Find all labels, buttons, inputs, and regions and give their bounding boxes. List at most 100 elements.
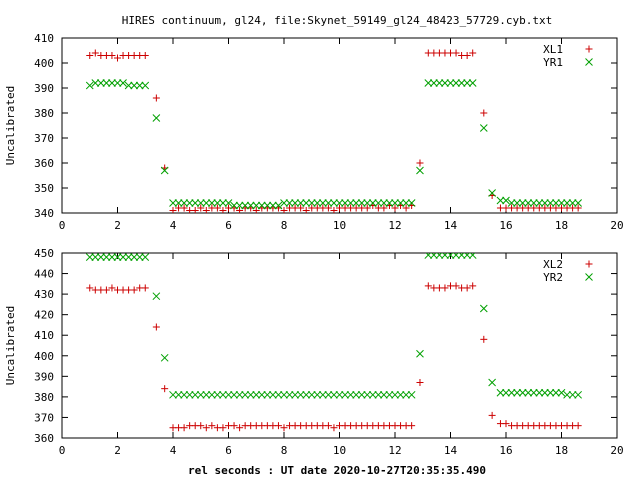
panel-2-series-yr2-point-b (463, 253, 470, 259)
panel-2-series-yr2-point-b (396, 390, 405, 399)
panel-2-series-yr2-point-b (191, 390, 200, 399)
panel-2-data-points (85, 253, 583, 432)
panel-1-series-yr1-point-b (174, 199, 183, 207)
panel-1-series-yr1-point-b (563, 199, 571, 207)
panel-1-series-xl1-point (574, 204, 582, 212)
panel-1-series-xl1-point (141, 52, 149, 59)
panel-2-series-yr2-point (540, 388, 549, 397)
panel-1-series-yr1-point-b (213, 199, 222, 207)
panel-2-series-yr2-point (180, 390, 188, 399)
panel-1-series-yr1-point-b (335, 199, 344, 207)
panel-2-series-yr2-point (124, 253, 133, 261)
panel-2-legend-marker-yr2-b (585, 273, 593, 281)
panel-1-series-yr1-point-b (457, 79, 466, 87)
panel-1-x-tick-label: 0 (59, 219, 66, 232)
panel-2-series-xl2-point (480, 335, 488, 343)
panel-2-series-yr2-point-b (102, 253, 111, 261)
panel-2-series-yr2-point (291, 390, 299, 399)
panel-1-series-xl1-point (416, 159, 424, 167)
panel-1-x-tick-label: 12 (388, 219, 401, 232)
panel-1-series-yr1-point-b (330, 199, 338, 207)
panel-1-series-yr1-point-b (102, 79, 111, 87)
panel-2-series-xl2-point (452, 282, 460, 290)
panel-1-series-yr1-point (479, 124, 488, 132)
panel-1-series-yr1-point-b (429, 79, 438, 87)
panel-2-y-tick-label: 390 (34, 370, 54, 383)
panel-1-series-yr1-point-b (274, 201, 283, 210)
panel-2-series-yr2-point (335, 390, 344, 399)
panel-2-series-yr2-point-b (174, 390, 183, 399)
panel-1-series-yr1-point-b (385, 199, 394, 207)
panel-1-series-yr1-point-b (374, 199, 383, 207)
panel-2-series-yr2-point (346, 390, 355, 399)
panel-2-series-yr2-point-b (330, 390, 338, 399)
panel-2-series-yr2-point-b (357, 390, 366, 399)
panel-2-series-yr2-point (285, 390, 294, 399)
panel-2-series-yr2-point-b (524, 388, 533, 397)
panel-2-series-yr2-point (529, 388, 538, 397)
panel-1-series-yr1-point (441, 79, 449, 87)
panel-1-series-yr1-point-b (296, 199, 305, 207)
panel-1-series-yr1-point-b (546, 199, 555, 207)
panel-2-series-yr2-point (380, 390, 388, 399)
x-axis-label: rel seconds : UT date 2020-10-27T20:35:3… (188, 464, 486, 477)
panel-2-x-tick-label: 6 (225, 444, 232, 457)
panel-2-series-yr2-point (341, 390, 349, 399)
panel-2-series-yr2-point-b (285, 390, 294, 399)
panel-2-series-yr2-point-b (368, 390, 377, 399)
panel-1-series-yr1-point-b (463, 79, 472, 87)
panel-1-series-yr1-point-b (441, 79, 449, 87)
panel-2-series-yr2-point-b (291, 390, 299, 399)
panel-2-series-yr2-point (224, 390, 233, 399)
panel-2-series-yr2-point (568, 390, 577, 399)
panel-2-series-yr2-point (502, 388, 510, 397)
panel-2-series-yr2-point-b (552, 388, 560, 397)
panel-1-y-tick-label: 370 (34, 132, 54, 145)
panel-2-series-yr2-point (407, 390, 416, 399)
panel-2-x-tick-label: 20 (610, 444, 623, 457)
panel-2-series-yr2-point (207, 390, 216, 399)
panel-1-x-tick-label: 10 (333, 219, 346, 232)
panel-2-series-yr2-point (169, 390, 177, 399)
panel-1-series-yr1-point-b (502, 196, 510, 205)
panel-1-y-tick-label: 360 (34, 157, 54, 170)
panel-2-series-yr2-point-b (452, 253, 459, 259)
panel-1-series-yr1-point-b (141, 81, 150, 90)
panel-1-series-yr1-point (152, 114, 161, 122)
panel-1-series-yr1-point (552, 199, 560, 207)
panel-2-series-xl2 (86, 282, 582, 432)
panel-2-series-xl2-point (230, 422, 238, 430)
panel-2-series-xl2-point (463, 284, 471, 292)
panel-1-series-yr1-point (230, 201, 238, 210)
panel-1-series-yr1-point (202, 199, 211, 207)
panel-2-series-yr2-point (241, 390, 250, 399)
panel-2-x-tick-label: 18 (555, 444, 568, 457)
panel-2-series-yr2-point-b (235, 390, 244, 399)
panel-2-series-yr2-point-b (91, 253, 100, 261)
panel-2-series-yr2-point-b (185, 390, 194, 399)
panel-2-series-yr2-point-b (113, 253, 122, 261)
panel-2-series-yr2-point-b (135, 253, 144, 261)
panel-1-series-yr1-point (213, 199, 222, 207)
panel-2-series-yr2-point (113, 253, 122, 261)
panel-1-y-tick-label: 400 (34, 57, 54, 70)
panel-2-series-yr2-point (313, 390, 322, 399)
panel-1-series-yr1-point (380, 199, 388, 207)
panel-1-series-yr1-point (124, 81, 133, 90)
panel-2-series-yr2-point-b (152, 292, 161, 301)
panel-2-series-yr2-point (363, 390, 372, 399)
panel-1-series-yr1-point (524, 199, 533, 207)
panel-1-series-yr1-point-b (407, 199, 416, 207)
panel-2-x-tick-label: 12 (388, 444, 401, 457)
panel-1-series-xl1-point (463, 52, 471, 59)
panel-2-series-yr2-point (357, 390, 366, 399)
panel-2-series-yr2-point (552, 388, 560, 397)
panel-2-x-tick-label: 2 (114, 444, 121, 457)
panel-1-series-xl1-point (213, 204, 221, 212)
panel-1-series-xl1-point (219, 207, 227, 213)
panel-1-series-yr1-point (363, 199, 372, 207)
panel-1-series-yr1-point (180, 199, 188, 207)
panel-1-series-yr1-point-b (85, 81, 94, 90)
panel-2-series-yr2-point (302, 390, 311, 399)
